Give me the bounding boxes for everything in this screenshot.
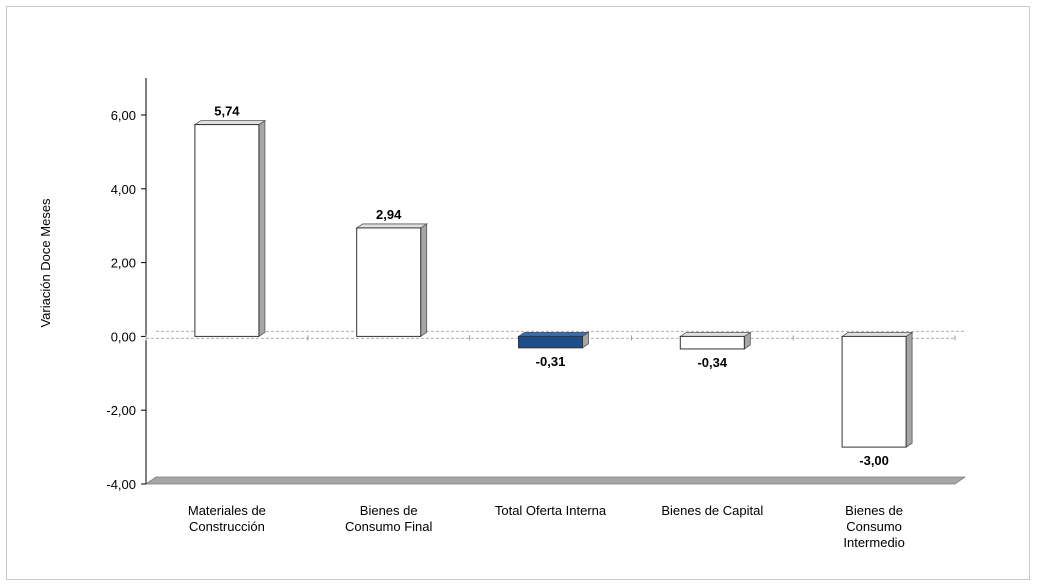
x-tick-label: Bienes de <box>360 503 418 518</box>
y-tick-label: 0,00 <box>111 329 136 344</box>
y-tick-label: 2,00 <box>111 256 136 271</box>
y-axis-label: Variación Doce Meses <box>38 198 53 328</box>
bar <box>194 124 260 337</box>
data-label: 5,74 <box>214 104 240 119</box>
y-tick-label: 6,00 <box>111 108 136 123</box>
x-tick-label: Consumo <box>846 519 902 534</box>
bar-top <box>517 331 590 337</box>
data-label: -0,31 <box>536 354 566 369</box>
x-tick-label: Bienes de <box>845 503 903 518</box>
bar <box>679 335 745 350</box>
x-tick-label: Total Oferta Interna <box>495 503 607 518</box>
y-tick-label: 4,00 <box>111 182 136 197</box>
y-tick-label: -4,00 <box>106 477 136 492</box>
bar-top <box>193 120 267 125</box>
bar <box>518 335 583 349</box>
data-label: -3,00 <box>859 453 889 468</box>
data-label: 2,94 <box>376 207 402 222</box>
bar-side <box>905 331 913 448</box>
bar-top <box>355 223 429 229</box>
x-tick-label: Materiales de <box>188 503 266 518</box>
bar-side <box>420 223 428 338</box>
bar-top <box>678 331 752 337</box>
x-tick-label: Construcción <box>189 519 265 534</box>
x-tick-label: Intermedio <box>843 535 904 550</box>
x-tick-label: Consumo Final <box>345 519 433 534</box>
bar-top <box>840 331 914 337</box>
data-label: -0,34 <box>697 355 727 370</box>
x-tick-label: Bienes de Capital <box>661 503 763 518</box>
bar <box>356 227 422 337</box>
bar-side <box>258 119 266 338</box>
y-tick-label: -2,00 <box>106 403 136 418</box>
chart-floor <box>144 476 967 485</box>
bar <box>841 335 907 448</box>
